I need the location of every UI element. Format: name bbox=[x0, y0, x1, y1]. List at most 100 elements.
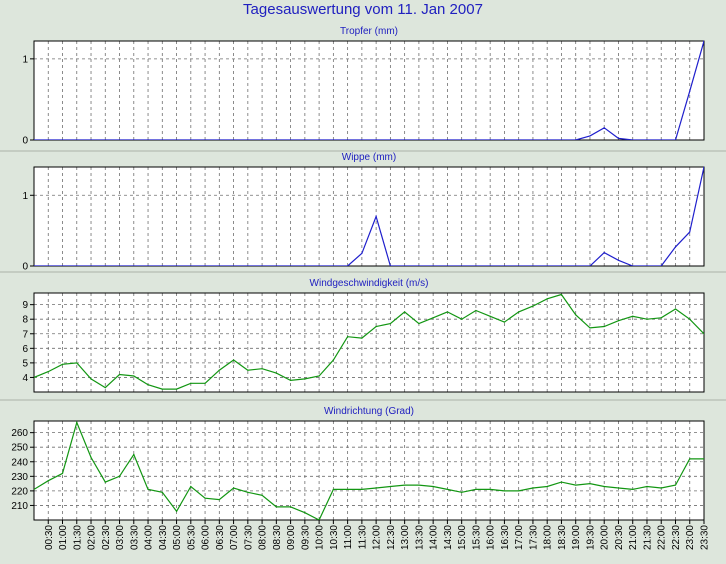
data-point bbox=[660, 139, 662, 140]
x-tick-label: 10:30 bbox=[329, 525, 340, 550]
data-point bbox=[418, 322, 420, 325]
data-point bbox=[546, 485, 548, 488]
chart-panel: Windgeschwindigkeit (m/s) 4 5 6 7 8 9 bbox=[0, 271, 726, 393]
chart-title: Windrichtung (Grad) bbox=[324, 406, 414, 417]
data-point bbox=[232, 359, 235, 361]
plot-area bbox=[34, 167, 704, 266]
data-point bbox=[261, 139, 263, 140]
y-tick-label: 6 bbox=[22, 344, 28, 355]
data-point bbox=[518, 490, 520, 492]
data-point bbox=[318, 265, 320, 266]
x-tick-label: 22:00 bbox=[657, 525, 668, 550]
data-point bbox=[247, 265, 249, 266]
data-point bbox=[47, 265, 49, 266]
data-point bbox=[603, 127, 605, 129]
x-tick-label: 00:30 bbox=[44, 525, 55, 550]
data-point bbox=[589, 135, 591, 137]
data-point bbox=[418, 484, 420, 486]
data-point bbox=[161, 388, 163, 390]
data-point bbox=[589, 483, 591, 485]
data-point bbox=[118, 373, 121, 376]
y-tick-label: 260 bbox=[11, 428, 28, 439]
data-point bbox=[375, 215, 377, 218]
data-point bbox=[275, 372, 277, 374]
data-point bbox=[475, 139, 477, 140]
data-point bbox=[61, 139, 64, 140]
data-point bbox=[304, 139, 306, 140]
y-tick-label: 9 bbox=[22, 300, 28, 311]
data-point bbox=[617, 137, 620, 139]
data-point bbox=[446, 265, 449, 266]
data-point bbox=[232, 265, 235, 266]
data-point bbox=[418, 139, 420, 140]
data-point bbox=[161, 265, 163, 266]
data-point bbox=[104, 387, 106, 389]
data-point bbox=[503, 321, 506, 323]
data-point bbox=[674, 484, 677, 486]
x-tick-label: 23:30 bbox=[700, 525, 711, 550]
data-point bbox=[461, 265, 463, 266]
data-point bbox=[332, 359, 334, 361]
data-point bbox=[47, 480, 49, 482]
data-point bbox=[90, 139, 92, 140]
y-tick-label: 4 bbox=[22, 373, 28, 384]
data-point bbox=[118, 139, 121, 140]
data-point bbox=[560, 293, 563, 296]
x-tick-label: 13:30 bbox=[414, 525, 425, 550]
data-point bbox=[61, 472, 64, 475]
y-tick-label: 1 bbox=[22, 54, 28, 65]
y-tick-label: 220 bbox=[11, 486, 28, 497]
data-point bbox=[674, 139, 677, 140]
data-point bbox=[461, 491, 463, 493]
data-point bbox=[289, 139, 292, 140]
data-point bbox=[190, 485, 192, 488]
data-point bbox=[289, 265, 292, 266]
y-tick-label: 8 bbox=[22, 315, 28, 326]
data-point bbox=[204, 265, 206, 266]
data-point bbox=[332, 488, 334, 491]
x-tick-label: 09:00 bbox=[286, 525, 297, 550]
data-point bbox=[389, 139, 391, 140]
y-tick-label: 240 bbox=[11, 457, 28, 468]
data-point bbox=[375, 325, 377, 328]
x-tick-label: 10:00 bbox=[315, 525, 326, 550]
x-tick-label: 11:30 bbox=[357, 525, 368, 550]
data-point bbox=[261, 265, 263, 266]
x-tick-label: 20:00 bbox=[600, 525, 611, 550]
data-point bbox=[646, 265, 648, 266]
data-point bbox=[34, 139, 35, 140]
data-point bbox=[632, 139, 634, 140]
series-line bbox=[34, 166, 704, 266]
x-tick-label: 15:00 bbox=[457, 525, 468, 550]
data-point bbox=[261, 368, 263, 370]
data-point bbox=[133, 453, 135, 456]
data-point bbox=[632, 488, 634, 491]
data-point bbox=[147, 265, 149, 266]
data-point bbox=[689, 231, 691, 233]
data-point bbox=[304, 378, 306, 380]
data-point bbox=[432, 485, 434, 488]
data-point bbox=[632, 315, 634, 317]
data-point bbox=[133, 265, 135, 266]
data-point bbox=[404, 265, 406, 266]
data-point bbox=[518, 311, 520, 313]
data-point bbox=[147, 139, 149, 140]
data-point bbox=[47, 371, 49, 373]
x-tick-label: 23:00 bbox=[685, 525, 696, 550]
data-point bbox=[304, 512, 306, 514]
data-point bbox=[247, 491, 249, 493]
chart-panel: Windrichtung (Grad) 210 220 230 240 250 260 bbox=[0, 399, 726, 521]
data-point bbox=[318, 375, 320, 377]
x-tick-label: 20:30 bbox=[614, 525, 625, 550]
data-point bbox=[503, 139, 506, 140]
data-point bbox=[161, 491, 163, 493]
plot-frame bbox=[33, 166, 705, 267]
data-point bbox=[289, 506, 292, 508]
data-point bbox=[361, 337, 363, 339]
data-point bbox=[275, 139, 277, 140]
y-tick-label: 0 bbox=[22, 262, 28, 273]
data-point bbox=[674, 308, 677, 310]
data-point bbox=[161, 139, 163, 140]
data-point bbox=[61, 265, 64, 266]
x-tick-label: 17:30 bbox=[528, 525, 539, 550]
